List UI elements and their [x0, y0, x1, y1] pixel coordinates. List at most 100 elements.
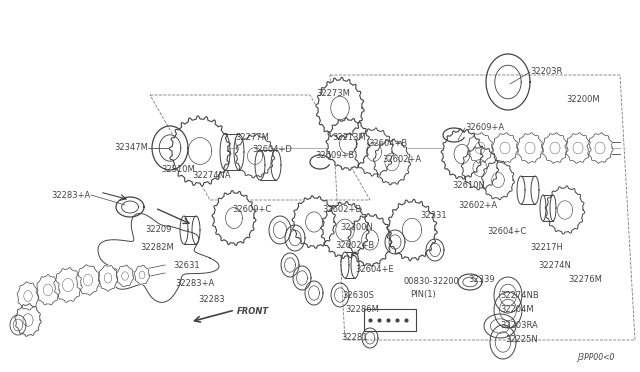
Polygon shape — [15, 304, 41, 336]
Text: 32339: 32339 — [468, 276, 495, 285]
Polygon shape — [236, 134, 275, 178]
Text: 32276M: 32276M — [568, 276, 602, 285]
Polygon shape — [545, 186, 585, 234]
Polygon shape — [467, 133, 493, 163]
Text: J3PP00<0: J3PP00<0 — [578, 353, 615, 362]
Text: 32609+B: 32609+B — [315, 151, 355, 160]
Polygon shape — [545, 186, 585, 234]
Text: 32630S: 32630S — [342, 291, 374, 299]
Text: 32204M: 32204M — [500, 305, 534, 314]
Text: 32604+E: 32604+E — [355, 266, 394, 275]
Text: 32283+A: 32283+A — [176, 279, 215, 288]
Text: 32283+A: 32283+A — [52, 190, 91, 199]
Text: 32286M: 32286M — [345, 305, 379, 314]
Polygon shape — [348, 214, 392, 266]
Text: 32602+A: 32602+A — [458, 201, 497, 209]
Text: 32282M: 32282M — [140, 244, 174, 253]
Text: 32213M: 32213M — [332, 134, 365, 142]
Bar — [364, 309, 416, 331]
Text: 32604+C: 32604+C — [487, 228, 526, 237]
Polygon shape — [116, 265, 134, 287]
Text: 32602+A: 32602+A — [382, 155, 421, 164]
Polygon shape — [15, 304, 41, 336]
Text: 32602+B: 32602+B — [335, 241, 374, 250]
Polygon shape — [292, 196, 336, 248]
Text: 32300N: 32300N — [340, 224, 373, 232]
Polygon shape — [212, 190, 256, 246]
Polygon shape — [54, 267, 82, 302]
Polygon shape — [98, 266, 118, 291]
Polygon shape — [321, 202, 369, 259]
Text: 32610N: 32610N — [452, 180, 485, 189]
Text: 32283: 32283 — [198, 295, 225, 305]
Polygon shape — [441, 129, 483, 179]
Text: 32200M: 32200M — [566, 96, 600, 105]
Text: 32331: 32331 — [420, 211, 447, 219]
Text: 32203RA: 32203RA — [500, 321, 538, 330]
Polygon shape — [355, 128, 394, 176]
Text: 32225N: 32225N — [505, 336, 538, 344]
Text: 32274N: 32274N — [538, 260, 571, 269]
Text: 32604+B: 32604+B — [368, 138, 407, 148]
Polygon shape — [373, 139, 411, 185]
Text: 32274NB: 32274NB — [500, 291, 539, 299]
Polygon shape — [17, 282, 39, 310]
Polygon shape — [387, 199, 437, 261]
Polygon shape — [98, 266, 118, 291]
Polygon shape — [170, 116, 231, 186]
Text: 32281: 32281 — [342, 334, 368, 343]
Polygon shape — [36, 275, 60, 305]
Polygon shape — [170, 116, 231, 186]
Polygon shape — [517, 133, 543, 163]
Polygon shape — [461, 146, 499, 190]
Polygon shape — [373, 139, 411, 185]
Text: FRONT: FRONT — [237, 307, 269, 315]
Polygon shape — [481, 160, 515, 200]
Polygon shape — [326, 118, 370, 170]
Polygon shape — [542, 133, 568, 163]
Text: 32209: 32209 — [146, 225, 172, 234]
Polygon shape — [355, 128, 394, 176]
Polygon shape — [326, 118, 370, 170]
Polygon shape — [17, 282, 39, 310]
Text: 32604+D: 32604+D — [252, 145, 292, 154]
Polygon shape — [292, 196, 336, 248]
Polygon shape — [481, 160, 515, 200]
Polygon shape — [116, 265, 134, 287]
Text: 32277M: 32277M — [235, 134, 269, 142]
Text: 32609+A: 32609+A — [465, 124, 504, 132]
Polygon shape — [565, 133, 591, 163]
Text: 32203R: 32203R — [530, 67, 563, 77]
Polygon shape — [348, 214, 392, 266]
Polygon shape — [467, 133, 493, 163]
Polygon shape — [492, 133, 518, 163]
Text: 32631: 32631 — [173, 260, 200, 269]
Text: 32274NA: 32274NA — [193, 170, 231, 180]
Polygon shape — [587, 133, 613, 163]
Polygon shape — [461, 146, 499, 190]
Text: 32347M: 32347M — [114, 144, 148, 153]
Polygon shape — [441, 129, 483, 179]
Polygon shape — [316, 77, 364, 139]
Polygon shape — [76, 265, 100, 295]
Text: 32602+B: 32602+B — [322, 205, 361, 215]
Polygon shape — [212, 190, 256, 246]
Polygon shape — [76, 265, 100, 295]
Polygon shape — [542, 133, 568, 163]
Polygon shape — [54, 267, 82, 302]
Text: 32217H: 32217H — [530, 244, 563, 253]
Text: 32310M: 32310M — [161, 166, 195, 174]
Polygon shape — [492, 133, 518, 163]
Polygon shape — [321, 202, 369, 259]
Polygon shape — [517, 133, 543, 163]
Text: 32273M: 32273M — [316, 89, 350, 97]
Polygon shape — [134, 265, 150, 285]
Polygon shape — [565, 133, 591, 163]
Text: 32609+C: 32609+C — [232, 205, 271, 215]
Polygon shape — [236, 134, 275, 178]
Polygon shape — [387, 199, 437, 261]
Text: PIN(1): PIN(1) — [410, 291, 436, 299]
Polygon shape — [134, 265, 150, 285]
Polygon shape — [36, 275, 60, 305]
Text: 00830-32200: 00830-32200 — [403, 278, 459, 286]
